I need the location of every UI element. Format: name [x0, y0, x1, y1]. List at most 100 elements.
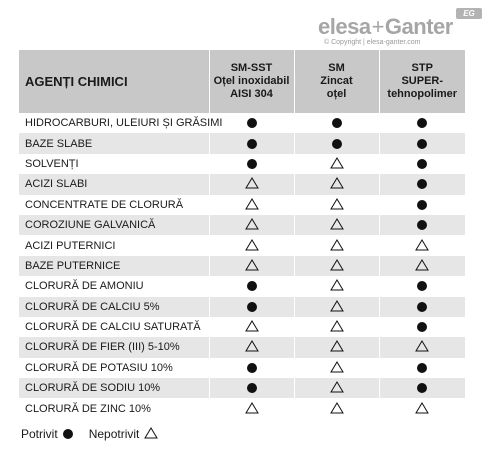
- chemical-agent-name: BAZE PUTERNICE: [19, 255, 209, 277]
- resistance-cell: [378, 357, 465, 379]
- resistance-cell: [378, 337, 465, 358]
- chemical-agent-name: CLORURĂ DE CALCIU SATURATĂ: [19, 316, 209, 338]
- column-header-material-2: SM Zincat oțel: [293, 50, 379, 113]
- resistance-cell: [378, 398, 465, 419]
- table-row: CLORURĂ DE ZINC 10%: [19, 398, 465, 419]
- logo-wordmark: elesa+Ganter: [318, 14, 453, 40]
- triangle-outline-icon: [329, 279, 344, 293]
- table-row: ACIZI PUTERNICI: [19, 235, 465, 256]
- triangle-outline-icon: [244, 401, 259, 416]
- resistance-cell: [293, 357, 379, 379]
- column-header-line: AGENȚI CHIMICI: [25, 74, 128, 89]
- filled-circle-icon: [417, 159, 428, 170]
- resistance-cell: [378, 214, 465, 236]
- column-header-line: SM: [328, 62, 345, 74]
- filled-circle-icon: [417, 179, 428, 190]
- chemical-agent-name: COROZIUNE GALVANICĂ: [19, 214, 209, 236]
- table-row: ACIZI SLABI: [19, 174, 465, 195]
- triangle-outline-icon: [329, 360, 344, 375]
- filled-circle-icon: [246, 118, 257, 129]
- filled-circle-icon: [417, 383, 428, 394]
- chemical-agent-name: CLORURĂ DE FIER (III) 5-10%: [19, 337, 209, 358]
- resistance-cell: [208, 194, 294, 215]
- table-row: CLORURĂ DE CALCIU 5%: [19, 296, 465, 317]
- triangle-outline-icon: [244, 218, 259, 232]
- resistance-cell: [293, 276, 379, 297]
- resistance-cell: [378, 133, 465, 154]
- resistance-cell: [208, 378, 294, 399]
- triangle-outline-icon: [329, 340, 344, 354]
- resistance-cell: [208, 174, 294, 195]
- column-header-line: tehnopolimer: [387, 88, 458, 100]
- triangle-outline-icon: [329, 299, 344, 314]
- triangle-outline-icon: [329, 197, 344, 212]
- chemical-agent-name: CLORURĂ DE POTASIU 10%: [19, 357, 209, 379]
- chemical-agent-name: SOLVENȚI: [19, 153, 209, 175]
- resistance-cell: [208, 133, 294, 154]
- logo-mark: EG: [456, 8, 482, 19]
- resistance-cell: [293, 296, 379, 317]
- column-header-line: STP: [411, 62, 433, 74]
- resistance-cell: [293, 378, 379, 399]
- filled-circle-icon: [62, 429, 73, 439]
- legend-suitable-label: Potrivit: [21, 427, 58, 441]
- filled-circle-icon: [417, 220, 428, 231]
- elesa-ganter-logo: elesa+Ganter EG © Copyright | elesa-gant…: [318, 8, 484, 48]
- column-header-material-3: STP SUPER-tehnopolimer: [378, 50, 465, 113]
- resistance-cell: [293, 398, 379, 419]
- resistance-cell: [293, 337, 379, 358]
- legend: Potrivit Nepotrivit: [21, 427, 174, 441]
- logo-copyright: © Copyright | elesa-ganter.com: [324, 39, 421, 46]
- column-header-line: SUPER-: [401, 75, 444, 87]
- resistance-cell: [378, 235, 465, 256]
- triangle-outline-icon: [329, 381, 344, 395]
- resistance-cell: [378, 276, 465, 297]
- triangle-outline-icon: [244, 238, 259, 253]
- table-row: BAZE SLABE: [19, 133, 465, 154]
- resistance-cell: [208, 398, 294, 419]
- resistance-cell: [378, 296, 465, 317]
- chemical-agent-name: ACIZI SLABI: [19, 174, 209, 195]
- filled-circle-icon: [246, 138, 257, 149]
- column-header-line: oțel: [326, 88, 347, 100]
- filled-circle-icon: [417, 362, 428, 373]
- triangle-outline-icon: [415, 258, 430, 273]
- resistance-cell: [208, 255, 294, 277]
- filled-circle-icon: [331, 118, 342, 129]
- chemical-agent-name: CLORURĂ DE CALCIU 5%: [19, 296, 209, 317]
- triangle-outline-icon: [244, 177, 259, 191]
- resistance-cell: [208, 214, 294, 236]
- filled-circle-icon: [417, 199, 428, 210]
- chemical-agent-name: HIDROCARBURI, ULEIURI ȘI GRĂSIMI: [19, 113, 222, 134]
- resistance-cell: [293, 153, 379, 175]
- triangle-outline-icon: [329, 320, 344, 334]
- resistance-cell: [378, 194, 465, 215]
- table-row: BAZE PUTERNICE: [19, 255, 465, 277]
- triangle-outline-icon: [329, 258, 344, 273]
- table-row: SOLVENȚI: [19, 153, 465, 175]
- table-row: CONCENTRATE DE CLORURĂ: [19, 194, 465, 215]
- table-row: CLORURĂ DE FIER (III) 5-10%: [19, 337, 465, 358]
- resistance-cell: [293, 113, 379, 134]
- logo-brand-plus: +: [371, 14, 385, 39]
- triangle-outline-icon: [244, 197, 259, 212]
- filled-circle-icon: [246, 362, 257, 373]
- resistance-cell: [293, 174, 379, 195]
- triangle-outline-icon: [329, 401, 344, 416]
- logo-brand-right: Ganter: [384, 14, 453, 39]
- resistance-cell: [378, 153, 465, 175]
- resistance-cell: [208, 316, 294, 338]
- table-row: COROZIUNE GALVANICĂ: [19, 214, 465, 236]
- triangle-outline-icon: [329, 218, 344, 232]
- triangle-outline-icon: [144, 427, 159, 441]
- triangle-outline-icon: [415, 401, 430, 416]
- resistance-cell: [293, 194, 379, 215]
- triangle-outline-icon: [329, 177, 344, 191]
- triangle-outline-icon: [244, 340, 259, 354]
- resistance-cell: [208, 113, 294, 134]
- table-header-row: AGENȚI CHIMICI SM-SST Oțel inoxidabil AISI …: [19, 50, 465, 113]
- filled-circle-icon: [417, 322, 428, 333]
- filled-circle-icon: [417, 281, 428, 292]
- table-row: CLORURĂ DE POTASIU 10%: [19, 357, 465, 379]
- chemical-agent-name: CONCENTRATE DE CLORURĂ: [19, 194, 209, 215]
